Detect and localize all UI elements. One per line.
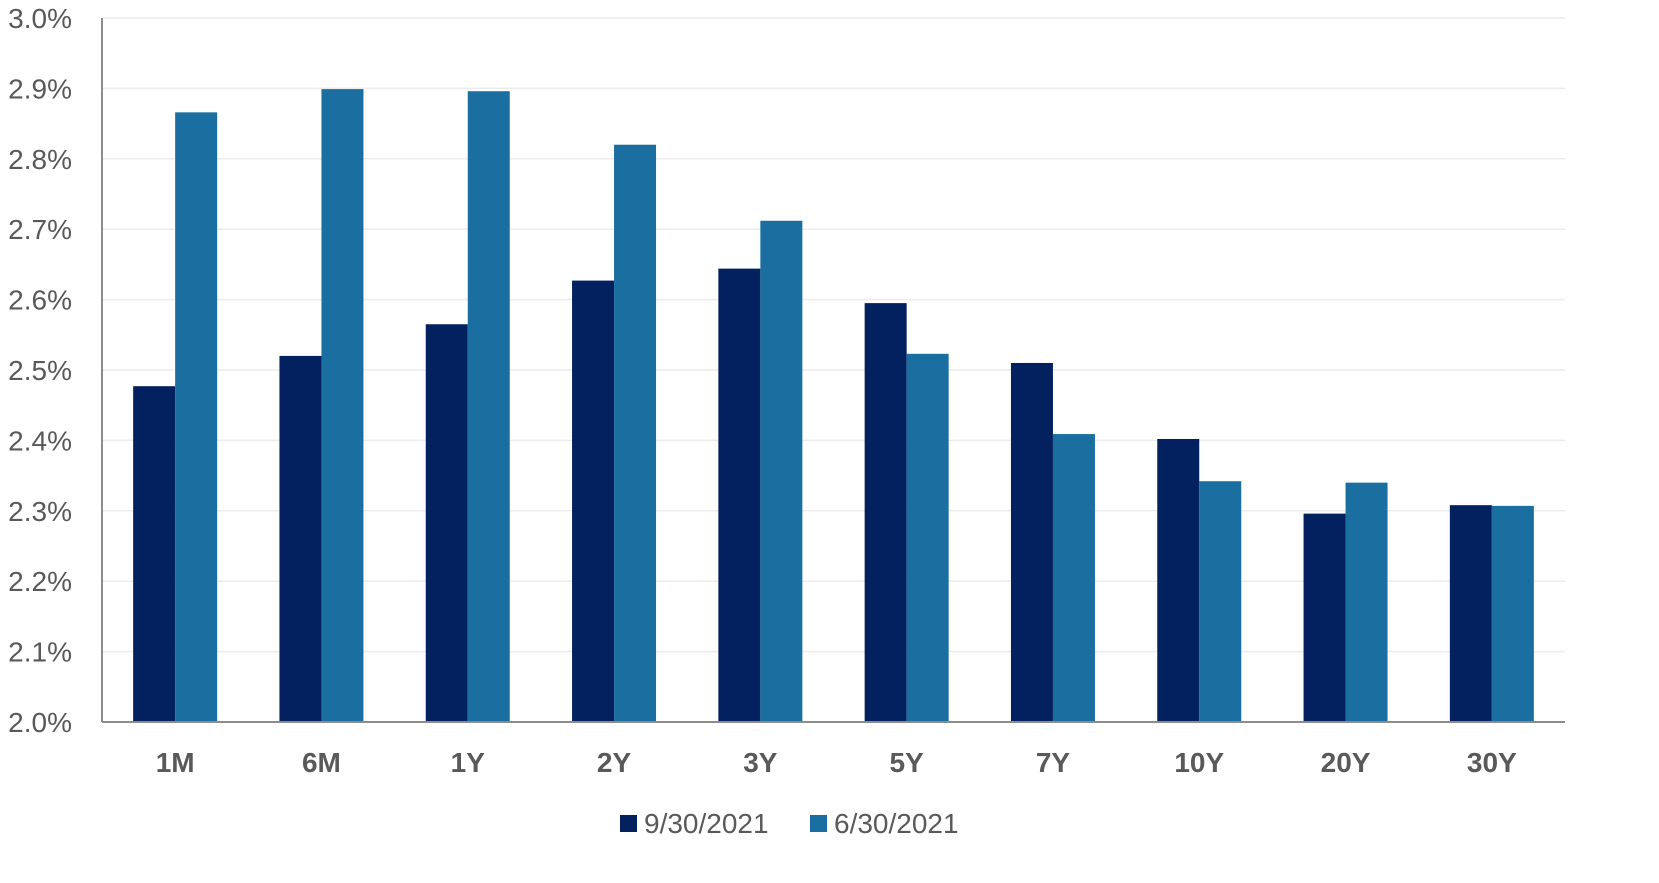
x-tick-label: 1M [156, 747, 195, 778]
bar-series-1-5y [864, 303, 907, 722]
bar-series-2-2y [614, 144, 657, 723]
y-tick-label: 2.9% [8, 73, 72, 104]
bar-series-2-10y [1199, 481, 1242, 722]
legend-label: 6/30/2021 [834, 808, 959, 839]
bar-series-2-5y [906, 353, 949, 722]
x-axis: 1M 6M 1Y 2Y 3Y 5Y 7Y 10Y 20Y 30Y [102, 721, 1565, 778]
bar-series-2-3y [760, 220, 803, 722]
y-tick-label: 2.6% [8, 285, 72, 316]
bar-series-2-30y [1491, 505, 1534, 722]
y-tick-label: 2.4% [8, 425, 72, 456]
y-tick-label: 3.0% [8, 3, 72, 34]
y-tick-label: 2.0% [8, 707, 72, 738]
legend-swatch [620, 815, 637, 832]
bar-series-2-1m [175, 112, 218, 722]
y-tick-label: 2.3% [8, 496, 72, 527]
bar-series-2-20y [1345, 482, 1388, 722]
y-tick-label: 2.8% [8, 144, 72, 175]
x-tick-label: 7Y [1036, 747, 1071, 778]
legend-swatch [810, 815, 827, 832]
bar-series-1-10y [1157, 438, 1200, 722]
x-tick-label: 5Y [890, 747, 925, 778]
x-tick-label: 3Y [743, 747, 778, 778]
bar-series-1-7y [1010, 362, 1053, 722]
bar-series-2-1y [467, 91, 510, 722]
x-tick-label: 2Y [597, 747, 632, 778]
bar-series-2-7y [1052, 434, 1095, 722]
bar-series-1-3y [718, 268, 761, 722]
bars [133, 89, 1534, 723]
y-axis: 2.0% 2.1% 2.2% 2.3% 2.4% 2.5% 2.6% 2.7% 2.8% 2.9%… [8, 3, 103, 738]
bar-series-1-30y [1449, 505, 1492, 722]
x-tick-label: 10Y [1174, 747, 1224, 778]
x-tick-label: 6M [302, 747, 341, 778]
bar-series-1-1m [133, 386, 176, 722]
bar-series-1-2y [572, 280, 615, 722]
bar-series-1-1y [425, 324, 468, 722]
bar-series-1-20y [1303, 513, 1346, 722]
bar-series-2-6m [321, 89, 364, 722]
legend: 9/30/2021 6/30/2021 [620, 808, 959, 839]
y-tick-label: 2.7% [8, 214, 72, 245]
y-tick-label: 2.5% [8, 355, 72, 386]
legend-label: 9/30/2021 [644, 808, 769, 839]
y-tick-label: 2.1% [8, 637, 72, 668]
x-tick-label: 30Y [1467, 747, 1517, 778]
bar-series-1-6m [279, 355, 322, 722]
x-tick-label: 20Y [1321, 747, 1371, 778]
x-tick-label: 1Y [451, 747, 486, 778]
y-tick-label: 2.2% [8, 566, 72, 597]
